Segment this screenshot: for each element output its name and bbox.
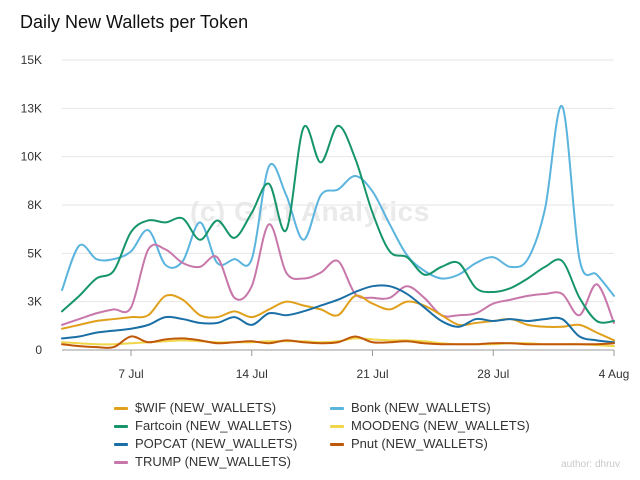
- y-tick-label: 13K: [21, 101, 42, 115]
- legend-label: TRUMP (NEW_WALLETS): [135, 454, 292, 469]
- legend-swatch: [114, 461, 128, 465]
- legend-label: Fartcoin (NEW_WALLETS): [135, 418, 292, 433]
- series-line-trump: [61, 223, 615, 326]
- legend-label: Bonk (NEW_WALLETS): [351, 400, 491, 415]
- series-line-popcat: [61, 284, 615, 344]
- x-tick-label: 7 Jul: [118, 367, 143, 381]
- legend-swatch: [330, 443, 344, 447]
- legend-item[interactable]: Bonk (NEW_WALLETS): [330, 400, 491, 415]
- legend-item[interactable]: MOODENG (NEW_WALLETS): [330, 418, 530, 433]
- author-credit: author: dhruv: [561, 459, 620, 470]
- legend-item[interactable]: TRUMP (NEW_WALLETS): [114, 454, 291, 469]
- series-line-fartcoin: [61, 124, 615, 324]
- series-line-bonk: [61, 105, 615, 297]
- legend-item[interactable]: POPCAT (NEW_WALLETS): [114, 436, 297, 451]
- legend-swatch: [114, 407, 128, 411]
- x-axis-ticks: 7 Jul 14 Jul 21 Jul 28 Jul 4 Aug: [62, 349, 630, 381]
- x-tick-label: 4 Aug: [599, 367, 630, 381]
- y-tick-label: 3K: [27, 295, 42, 309]
- y-tick-label: 10K: [21, 150, 42, 164]
- x-tick-label: 14 Jul: [236, 367, 268, 381]
- chart-title: Daily New Wallets per Token: [20, 12, 249, 32]
- y-tick-label: 15K: [21, 53, 42, 67]
- y-tick-label: 0: [35, 343, 42, 357]
- legend-swatch: [330, 407, 344, 411]
- series-line-wif: [61, 293, 615, 342]
- y-tick-label: 8K: [27, 198, 42, 212]
- legend-label: MOODENG (NEW_WALLETS): [351, 418, 530, 433]
- x-tick-label: 28 Jul: [477, 367, 509, 381]
- y-axis-ticks: 0 3K 5K 8K 10K 13K 15K: [21, 53, 43, 357]
- grid-lines: [62, 59, 614, 351]
- legend-swatch: [114, 443, 128, 447]
- legend-item[interactable]: Pnut (NEW_WALLETS): [330, 436, 488, 451]
- legend-label: $WIF (NEW_WALLETS): [135, 400, 277, 415]
- legend-label: POPCAT (NEW_WALLETS): [135, 436, 298, 451]
- series-line-pnut: [61, 335, 615, 349]
- legend-label: Pnut (NEW_WALLETS): [351, 436, 488, 451]
- x-tick-label: 21 Jul: [356, 367, 388, 381]
- series-lines: [61, 105, 615, 349]
- legend-item[interactable]: Fartcoin (NEW_WALLETS): [114, 418, 292, 433]
- legend-swatch: [114, 425, 128, 429]
- legend-swatch: [330, 425, 344, 429]
- legend-item[interactable]: $WIF (NEW_WALLETS): [114, 400, 276, 415]
- y-tick-label: 5K: [27, 246, 42, 260]
